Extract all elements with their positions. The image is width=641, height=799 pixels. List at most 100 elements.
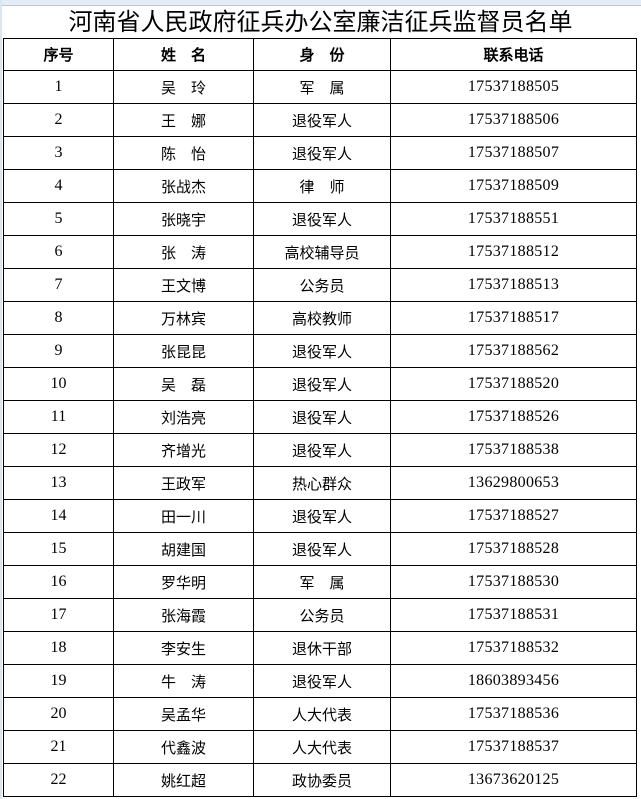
cell-phone: 17537188551 [390,202,637,236]
cell-identity: 退役军人 [253,433,391,467]
cell-name: 田一川 [113,499,254,533]
cell-name: 张海霞 [113,598,254,632]
cell-index: 4 [3,169,114,203]
table-row: 13 王政军 热心群众 13629800653 [3,466,637,500]
cell-identity: 军 属 [253,565,391,599]
header-identity: 身 份 [253,38,391,71]
cell-phone: 17537188512 [390,235,637,269]
cell-name: 万林宾 [113,301,254,335]
cell-identity: 高校辅导员 [253,235,391,269]
cell-index: 5 [3,202,114,236]
cell-index: 2 [3,103,114,137]
cell-phone: 17537188517 [390,301,637,335]
cell-name: 王文博 [113,268,254,302]
cell-index: 1 [3,70,114,104]
cell-identity: 高校教师 [253,301,391,335]
cell-phone: 17537188532 [390,631,637,665]
cell-index: 10 [3,367,114,401]
cell-identity: 公务员 [253,598,391,632]
spreadsheet-row-header-edge [0,0,2,799]
cell-identity: 热心群众 [253,466,391,500]
cell-index: 21 [3,730,114,764]
cell-identity: 退休干部 [253,631,391,665]
cell-identity: 退役军人 [253,103,391,137]
cell-index: 17 [3,598,114,632]
cell-phone: 17537188527 [390,499,637,533]
cell-name: 陈 怡 [113,136,254,170]
cell-name: 代鑫波 [113,730,254,764]
cell-name: 王 娜 [113,103,254,137]
cell-phone: 17537188505 [390,70,637,104]
table-header-row: 序号 姓 名 身 份 联系电话 [3,38,637,71]
table-row: 11 刘浩亮 退役军人 17537188526 [3,400,637,434]
table-row: 4 张战杰律 师 17537188509 [3,169,637,203]
table-row: 20 吴孟华 人大代表 17537188536 [3,697,637,731]
cell-name: 吴孟华 [113,697,254,731]
cell-name: 刘浩亮 [113,400,254,434]
cell-phone: 18603893456 [390,664,637,698]
cell-index: 9 [3,334,114,368]
table-row: 22 姚红超 政协委员 13673620125 [3,763,637,797]
cell-index: 12 [3,433,114,467]
cell-identity: 退役军人 [253,367,391,401]
cell-name: 张晓宇 [113,202,254,236]
cell-index: 16 [3,565,114,599]
cell-index: 3 [3,136,114,170]
table-row: 18 李安生 退休干部 17537188532 [3,631,637,665]
cell-name: 姚红超 [113,763,254,797]
cell-index: 18 [3,631,114,665]
table-row: 12 齐增光 退役军人 17537188538 [3,433,637,467]
cell-identity: 退役军人 [253,202,391,236]
cell-name: 牛 涛 [113,664,254,698]
cell-name: 胡建国 [113,532,254,566]
cell-identity: 退役军人 [253,532,391,566]
cell-phone: 17537188536 [390,697,637,731]
cell-identity: 退役军人 [253,334,391,368]
table-row: 15 胡建国 退役军人 17537188528 [3,532,637,566]
cell-name: 张战杰 [113,169,254,203]
cell-phone: 17537188528 [390,532,637,566]
page-title: 河南省人民政府征兵办公室廉洁征兵监督员名单 [68,8,573,36]
table-row: 7 王文博 公务员 17537188513 [3,268,637,302]
cell-name: 吴 玲 [113,70,254,104]
cell-name: 张昆昆 [113,334,254,368]
cell-phone: 17537188562 [390,334,637,368]
cell-phone: 17537188538 [390,433,637,467]
header-name: 姓 名 [113,38,254,71]
table-row: 9 张昆昆 退役军人 17537188562 [3,334,637,368]
table-row: 14 田一川 退役军人 17537188527 [3,499,637,533]
cell-index: 14 [3,499,114,533]
cell-identity: 退役军人 [253,499,391,533]
table-row: 17 张海霞 公务员 17537188531 [3,598,637,632]
cell-identity: 退役军人 [253,664,391,698]
cell-identity: 公务员 [253,268,391,302]
spreadsheet-column-header-strip [0,0,641,6]
cell-index: 15 [3,532,114,566]
cell-index: 20 [3,697,114,731]
cell-index: 13 [3,466,114,500]
table-row: 5 张晓宇 退役军人 17537188551 [3,202,637,236]
cell-phone: 17537188506 [390,103,637,137]
header-index: 序号 [3,38,114,71]
table-row: 16 罗华明军 属 17537188530 [3,565,637,599]
cell-phone: 17537188530 [390,565,637,599]
cell-identity: 军 属 [253,70,391,104]
cell-phone: 17537188507 [390,136,637,170]
table-row: 21 代鑫波 人大代表 17537188537 [3,730,637,764]
header-phone: 联系电话 [390,38,637,71]
table-row: 8 万林宾 高校教师 17537188517 [3,301,637,335]
cell-name: 王政军 [113,466,254,500]
cell-identity: 人大代表 [253,730,391,764]
cell-name: 李安生 [113,631,254,665]
cell-index: 6 [3,235,114,269]
cell-name: 张 涛 [113,235,254,269]
table-row: 10 吴 磊退役军人 17537188520 [3,367,637,401]
cell-phone: 13629800653 [390,466,637,500]
cell-identity: 退役军人 [253,400,391,434]
cell-name: 罗华明 [113,565,254,599]
cell-phone: 17537188526 [390,400,637,434]
cell-phone: 17537188513 [390,268,637,302]
